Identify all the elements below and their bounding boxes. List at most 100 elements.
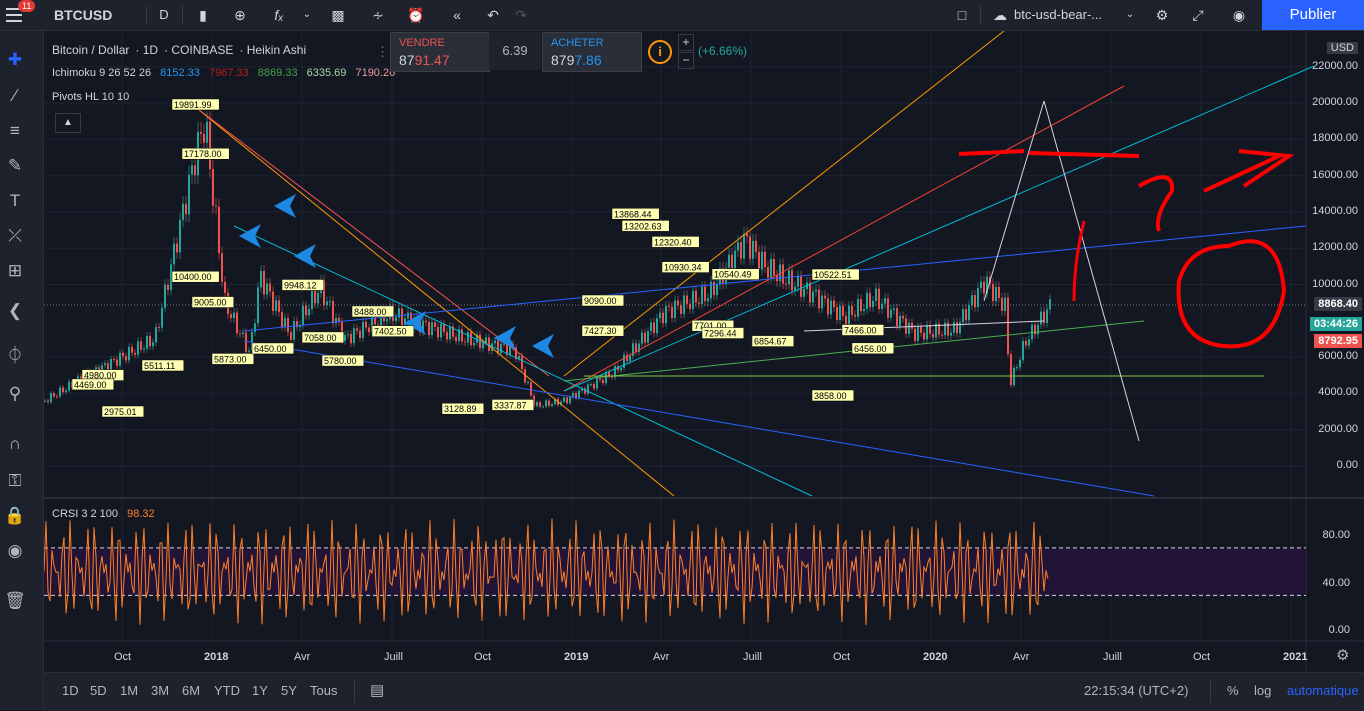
lock-drawings-icon[interactable]: ⚿ <box>8 471 22 490</box>
annot-arrow <box>1203 149 1295 193</box>
brush-icon[interactable]: ✎ <box>7 156 23 175</box>
tf-1d[interactable]: 1D <box>62 683 79 698</box>
sell-button[interactable]: VENDRE 8791.47 <box>390 32 490 72</box>
trendline-icon[interactable]: ∕ <box>13 86 17 105</box>
ichimoku-legend[interactable]: Ichimoku 9 26 52 26 8152.33 7967.33 8869… <box>52 67 401 79</box>
tf-1m[interactable]: 1M <box>120 683 139 698</box>
tf-3m[interactable]: 3M <box>151 683 170 698</box>
pivot-tag-bg-7 <box>351 305 395 318</box>
candle-body <box>1022 341 1024 361</box>
trash-icon[interactable]: 🗑 <box>4 591 26 610</box>
interval-selector[interactable]: D <box>159 7 169 22</box>
candle-body <box>482 342 484 349</box>
camera-icon[interactable]: ◉ <box>1232 7 1246 23</box>
indicators-icon[interactable]: fₓ <box>274 7 284 23</box>
ichimoku-base: 7967.33 <box>208 67 249 79</box>
pivot-tag-bg-28 <box>811 389 855 402</box>
cloud-icon[interactable]: ☁ <box>993 7 1007 23</box>
templates-icon[interactable]: ∻ <box>372 7 384 23</box>
undo-icon[interactable]: ↶ <box>487 7 499 23</box>
candle-body <box>446 331 448 340</box>
candle-body <box>683 295 685 314</box>
price-tick: 4000.00 <box>1318 386 1358 399</box>
layout-name[interactable]: btc-usd-bear-... <box>1014 7 1103 22</box>
menu-icon[interactable] <box>6 8 22 22</box>
log-toggle[interactable]: log <box>1254 683 1272 698</box>
replay-icon[interactable]: « <box>453 7 461 23</box>
tf-all[interactable]: Tous <box>310 683 338 698</box>
crsi-legend[interactable]: CRSI 3 2 100 98.32 <box>52 508 161 520</box>
auto-toggle[interactable]: automatique <box>1287 683 1359 698</box>
candle-body <box>200 131 202 134</box>
magnet-icon[interactable]: ∩ <box>8 434 22 453</box>
pivot-tag-24: 7701.00 <box>694 321 727 331</box>
clock-time[interactable]: 22:15:34 (UTC+2) <box>1084 683 1189 698</box>
percent-toggle[interactable]: % <box>1227 683 1239 698</box>
candle-body <box>275 300 277 312</box>
candle-body <box>782 264 784 284</box>
candle-body <box>815 289 817 292</box>
trendline-5 <box>563 65 1315 392</box>
candle-body <box>605 372 607 384</box>
settings-icon[interactable]: ⚙ <box>1155 7 1169 23</box>
text-icon[interactable]: T <box>9 191 21 210</box>
bar-style-icon[interactable]: ▮ <box>199 7 207 23</box>
tf-5y[interactable]: 5Y <box>281 683 297 698</box>
buy-button[interactable]: ACHETER 8797.86 <box>542 32 642 72</box>
zoom-icon[interactable]: ⚲ <box>8 384 22 403</box>
plus-icon[interactable]: + <box>678 34 694 51</box>
chevron-down-icon[interactable]: ⌄ <box>302 9 312 20</box>
candle-body <box>536 402 538 406</box>
candle-body <box>290 332 292 340</box>
candle-body <box>149 335 151 347</box>
pivot-tag-4: 5873.00 <box>214 354 247 364</box>
pivot-tag-9: 7058.00 <box>304 333 337 343</box>
candle-body <box>62 387 64 393</box>
crosshair-icon[interactable]: ✚ <box>7 50 23 69</box>
candle-body <box>728 254 730 268</box>
drawing-toolbar: ✚ ∕ ≡ ✎ T ⤫ ⊞ ❮ ⏀ ⚲ ∩ ⚿ 🔒 ◉ 🗑 <box>0 31 44 710</box>
layout-chevron-icon[interactable]: ⌄ <box>1125 9 1135 20</box>
candle-body <box>875 288 877 301</box>
pivot-tag-2: 10400.00 <box>174 272 212 282</box>
price-tick: 16000.00 <box>1312 168 1358 181</box>
minus-icon[interactable]: − <box>678 52 694 69</box>
last-price-tag: 8792.95 <box>1314 334 1362 348</box>
symbol-search[interactable]: BTCUSD <box>54 7 113 23</box>
fullscreen-box-icon[interactable]: □ <box>957 7 967 23</box>
compare-icon[interactable]: ⊕ <box>234 7 246 23</box>
tf-5d[interactable]: 5D <box>90 683 107 698</box>
date-range-icon[interactable]: ▤ <box>370 682 385 699</box>
prediction-icon[interactable]: ⊞ <box>7 261 23 280</box>
lock-icon[interactable]: 🔒 <box>4 506 26 525</box>
publish-button[interactable]: Publier <box>1262 0 1364 30</box>
axis-settings-icon[interactable]: ⚙ <box>1336 647 1350 664</box>
chart-grid <box>44 31 1364 671</box>
fullscreen-icon[interactable]: ⤢ <box>1192 7 1204 23</box>
redo-icon[interactable]: ↷ <box>515 7 527 23</box>
tf-6m[interactable]: 6M <box>182 683 201 698</box>
trend-drawings <box>193 31 1315 497</box>
candle-body <box>65 390 67 393</box>
fibonacci-icon[interactable]: ≡ <box>10 121 20 140</box>
pivot-labels: 19891.99 17178.00 10400.00 9005.00 5873.00 64… <box>71 98 895 418</box>
tf-ytd[interactable]: YTD <box>214 683 240 698</box>
candle-body <box>1046 309 1048 324</box>
candle-body <box>68 381 70 391</box>
alert-icon[interactable]: ⏰ <box>407 7 425 23</box>
price-chart[interactable]: 19891.99 17178.00 10400.00 9005.00 5873.00 64… <box>44 31 1364 671</box>
icons-icon[interactable]: ❮ <box>7 301 23 320</box>
collapse-legend-button[interactable]: ▲ <box>55 113 81 133</box>
candle-body <box>950 332 952 336</box>
tf-1y[interactable]: 1Y <box>252 683 268 698</box>
financials-icon[interactable]: ▩ <box>331 7 345 23</box>
ruler-icon[interactable]: ⏀ <box>6 346 24 365</box>
candle-body <box>647 331 649 343</box>
candle-body <box>1007 297 1009 355</box>
pattern-icon[interactable]: ⤫ <box>8 226 22 245</box>
buy-price-main: 879 <box>551 52 575 68</box>
pivots-legend[interactable]: Pivots HL 10 10 <box>52 91 135 103</box>
info-icon[interactable]: i <box>648 40 672 64</box>
eye-icon[interactable]: ◉ <box>7 541 23 560</box>
pivot-tag-23: 10540.49 <box>714 270 752 280</box>
